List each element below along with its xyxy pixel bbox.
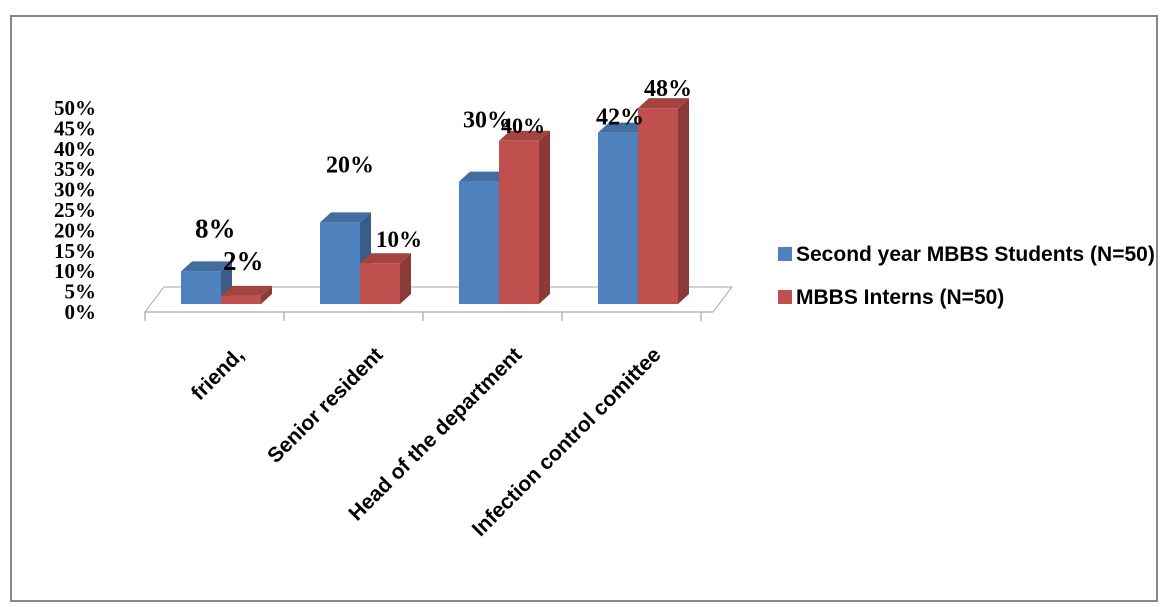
bar-top bbox=[459, 171, 510, 182]
bar-side bbox=[261, 285, 272, 304]
data-label: 30% bbox=[463, 108, 511, 134]
chart-floor bbox=[143, 286, 734, 321]
legend-swatch-series-2 bbox=[778, 290, 792, 304]
chart-bars bbox=[181, 98, 689, 304]
bar-side bbox=[400, 253, 411, 304]
data-label: 40% bbox=[501, 113, 545, 138]
legend-swatch-series-1 bbox=[778, 247, 792, 261]
data-label: 42% bbox=[596, 105, 644, 131]
bar-students-3 bbox=[598, 132, 638, 304]
x-category-label: Senior resident bbox=[263, 343, 387, 467]
y-tick-label: 50% bbox=[54, 96, 96, 120]
y-tick-label: 25% bbox=[54, 198, 96, 222]
bar-top bbox=[499, 130, 550, 141]
y-tick-label: 0% bbox=[65, 300, 97, 324]
legend-label-series-2: MBBS Interns (N=50) bbox=[796, 286, 1005, 309]
bar-side bbox=[678, 98, 689, 304]
bar-interns-1 bbox=[360, 263, 400, 304]
data-label: 20% bbox=[326, 152, 374, 178]
bar-top bbox=[598, 122, 649, 133]
y-tick-label: 10% bbox=[54, 259, 96, 283]
bar-students-1 bbox=[320, 222, 360, 304]
bar-interns-3 bbox=[638, 108, 678, 304]
legend-item-series-2: MBBS Interns (N=50) bbox=[778, 281, 1158, 314]
bar-top bbox=[320, 212, 371, 223]
y-tick-label: 5% bbox=[65, 280, 97, 304]
bar-interns-2 bbox=[499, 140, 539, 304]
bar-interns-0 bbox=[221, 295, 261, 304]
bar-top bbox=[360, 253, 411, 264]
legend-item-series-1: Second year MBBS Students (N=50) bbox=[778, 238, 1158, 271]
x-category-label: friend, bbox=[187, 343, 249, 405]
legend-label-series-1: Second year MBBS Students (N=50) bbox=[796, 243, 1155, 266]
data-label: 2% bbox=[223, 246, 264, 276]
y-axis-ticks: 0%5%10%15%20%25%30%35%40%45%50% bbox=[54, 96, 96, 324]
data-labels: 8%2% 20% 10% 30%40% 42%48% bbox=[195, 76, 692, 276]
y-tick-label: 35% bbox=[54, 157, 96, 181]
data-label: 10% bbox=[376, 227, 422, 252]
data-label: 8% bbox=[195, 213, 236, 243]
bar-top bbox=[638, 98, 689, 109]
y-tick-label: 45% bbox=[54, 116, 96, 140]
bar-students-2 bbox=[459, 181, 499, 304]
y-tick-label: 30% bbox=[54, 178, 96, 202]
y-tick-label: 20% bbox=[54, 218, 96, 242]
bar-top bbox=[181, 261, 232, 272]
data-label: 48% bbox=[644, 76, 692, 102]
bar-top bbox=[221, 285, 272, 296]
chart-legend: Second year MBBS Students (N=50) MBBS In… bbox=[778, 238, 1158, 324]
y-tick-label: 40% bbox=[54, 137, 96, 161]
y-tick-label: 15% bbox=[54, 239, 96, 263]
bar-students-0 bbox=[181, 271, 221, 304]
bar-side bbox=[539, 130, 550, 304]
